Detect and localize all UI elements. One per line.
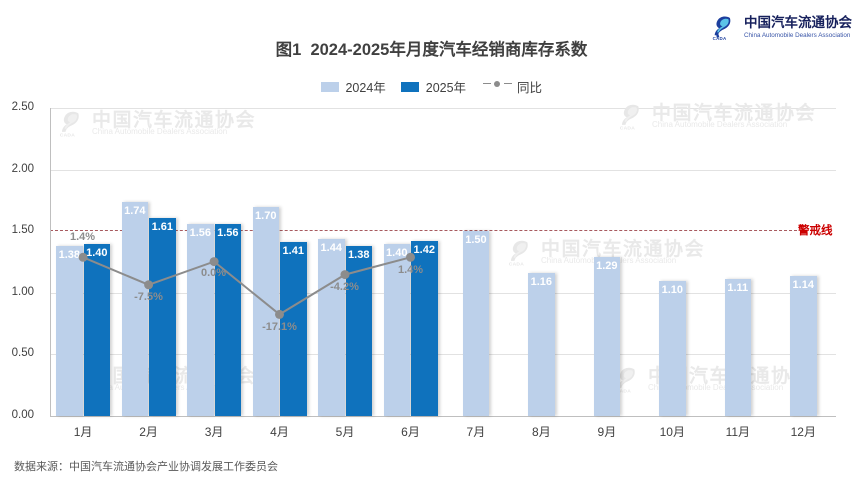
svg-text:CADA: CADA [60,133,75,138]
svg-text:CADA: CADA [620,126,635,131]
svg-text:CADA: CADA [509,262,524,267]
